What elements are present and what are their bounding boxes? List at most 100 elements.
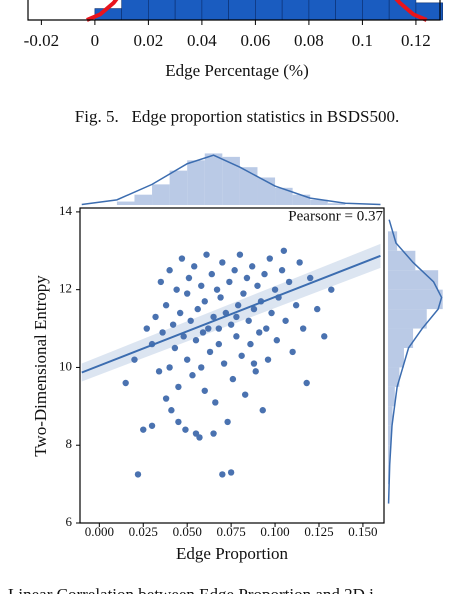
x-tick-label: -0.02 bbox=[24, 31, 59, 50]
marginal-bar bbox=[116, 201, 135, 205]
point bbox=[148, 422, 156, 429]
point bbox=[256, 329, 263, 336]
point bbox=[249, 263, 256, 270]
point bbox=[203, 251, 210, 258]
bar bbox=[174, 0, 203, 21]
x-tick-label: 0 bbox=[91, 31, 100, 50]
point bbox=[259, 407, 266, 414]
marginal-bar bbox=[204, 153, 223, 205]
point bbox=[250, 360, 258, 367]
point bbox=[264, 356, 272, 363]
bar bbox=[281, 0, 310, 21]
point bbox=[278, 267, 286, 274]
x-tick-label: 0.125 bbox=[304, 524, 333, 539]
point bbox=[268, 309, 275, 317]
point bbox=[180, 333, 187, 340]
x-tick-label: 0.150 bbox=[348, 524, 377, 539]
y-tick-label: 12 bbox=[59, 281, 72, 296]
marginal-bar bbox=[388, 367, 400, 387]
bar bbox=[228, 0, 256, 21]
point bbox=[303, 379, 310, 387]
point bbox=[198, 364, 205, 371]
kde-red bbox=[86, 0, 428, 22]
point bbox=[321, 333, 328, 340]
axis-frame bbox=[27, 0, 441, 21]
x-tick-label: 0.04 bbox=[187, 31, 217, 50]
point bbox=[243, 274, 251, 282]
x-tick-label: 0.02 bbox=[134, 31, 164, 50]
marginal-bar bbox=[388, 348, 404, 368]
marginal-bar bbox=[327, 203, 346, 205]
marginal-bar bbox=[388, 328, 414, 348]
point bbox=[231, 267, 238, 274]
point bbox=[175, 418, 182, 426]
point bbox=[261, 270, 268, 278]
x-tick-label: 0.025 bbox=[129, 524, 158, 539]
point bbox=[236, 251, 244, 258]
point bbox=[226, 278, 233, 286]
kde-line bbox=[81, 154, 381, 206]
point bbox=[215, 325, 223, 332]
marginal-bar bbox=[388, 445, 391, 465]
point bbox=[122, 379, 129, 387]
point bbox=[159, 329, 166, 336]
point bbox=[285, 278, 293, 286]
kde-line bbox=[387, 219, 443, 504]
point bbox=[233, 313, 240, 321]
point bbox=[189, 372, 196, 379]
point bbox=[201, 387, 208, 394]
point bbox=[250, 305, 258, 313]
bar bbox=[255, 0, 283, 21]
bar bbox=[148, 0, 176, 21]
point bbox=[192, 337, 200, 344]
point bbox=[166, 364, 173, 371]
point bbox=[238, 352, 245, 359]
bar bbox=[335, 0, 363, 21]
point bbox=[210, 430, 217, 437]
point bbox=[210, 313, 217, 321]
point bbox=[314, 305, 321, 313]
point bbox=[199, 329, 207, 336]
bar bbox=[201, 0, 229, 21]
marginal-bar bbox=[187, 160, 205, 205]
point bbox=[131, 356, 138, 363]
point bbox=[185, 274, 193, 282]
bar bbox=[121, 0, 149, 21]
point bbox=[213, 286, 221, 293]
point bbox=[224, 418, 231, 426]
point bbox=[143, 325, 150, 332]
confidence-band bbox=[81, 243, 381, 382]
marginal-bar bbox=[239, 167, 258, 205]
point bbox=[168, 407, 175, 414]
x-tick-label: 0.06 bbox=[241, 31, 271, 50]
marginal-bar bbox=[388, 231, 398, 251]
point bbox=[175, 383, 182, 391]
marginal-bar bbox=[169, 170, 188, 205]
x-tick-label: 0.000 bbox=[85, 524, 114, 539]
point bbox=[183, 290, 191, 297]
point bbox=[134, 471, 142, 478]
bar bbox=[362, 0, 390, 21]
marginal-bar bbox=[388, 289, 443, 310]
marginal-bar bbox=[134, 194, 153, 205]
point bbox=[182, 426, 189, 433]
point bbox=[233, 333, 240, 340]
point bbox=[173, 286, 180, 293]
point bbox=[212, 399, 219, 406]
caption: Linear Correlation between Edge Proporti… bbox=[8, 585, 374, 594]
point bbox=[166, 267, 173, 274]
marginal-bar bbox=[388, 406, 393, 426]
point bbox=[296, 259, 303, 266]
point bbox=[191, 263, 198, 270]
x-axis-label: Edge Percentage (%) bbox=[165, 61, 308, 80]
caption: Fig. 5. Edge proportion statistics in BS… bbox=[75, 107, 399, 126]
bar bbox=[308, 0, 336, 21]
point bbox=[247, 340, 254, 348]
point bbox=[273, 337, 281, 344]
point bbox=[208, 270, 215, 278]
point bbox=[178, 255, 186, 262]
point bbox=[176, 309, 184, 317]
point bbox=[280, 247, 288, 254]
point bbox=[227, 469, 235, 476]
annotation: Pearsonr = 0.37 bbox=[288, 208, 383, 224]
